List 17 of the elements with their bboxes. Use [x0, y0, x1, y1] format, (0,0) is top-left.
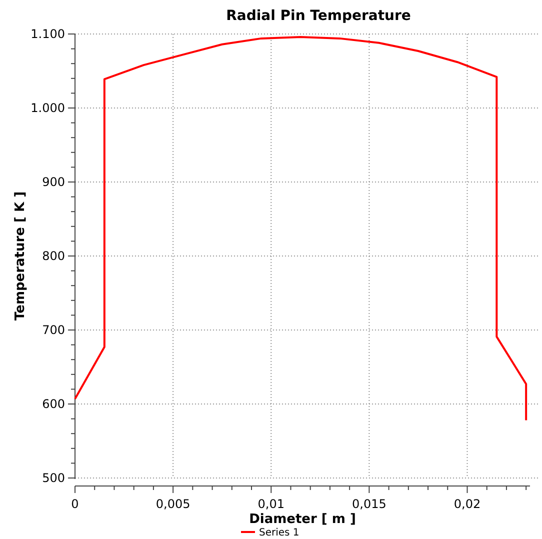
x-tick-label: 0	[71, 497, 79, 511]
line-series	[74, 36, 528, 422]
y-tick-label: 600	[42, 397, 65, 412]
x-tick-label: 0,01	[258, 497, 284, 511]
y-tick-label: 800	[42, 249, 65, 264]
x-tick-label: 0,005	[156, 497, 190, 511]
legend-label: Series 1	[259, 528, 300, 538]
y-tick-label: 1.000	[30, 101, 65, 116]
y-axis-title: Temperature [ K ]	[13, 191, 28, 321]
x-tick-label: 0,02	[454, 497, 481, 511]
x-tick-label: 0,015	[352, 497, 386, 511]
chart-title: Radial Pin Temperature	[226, 8, 411, 24]
y-tick-label: 1.100	[30, 27, 65, 42]
y-tick-label: 900	[42, 175, 65, 190]
x-axis-title: Diameter [ m ]	[249, 512, 356, 527]
y-tick-label: 500	[42, 471, 65, 486]
y-tick-label: 700	[42, 323, 65, 338]
